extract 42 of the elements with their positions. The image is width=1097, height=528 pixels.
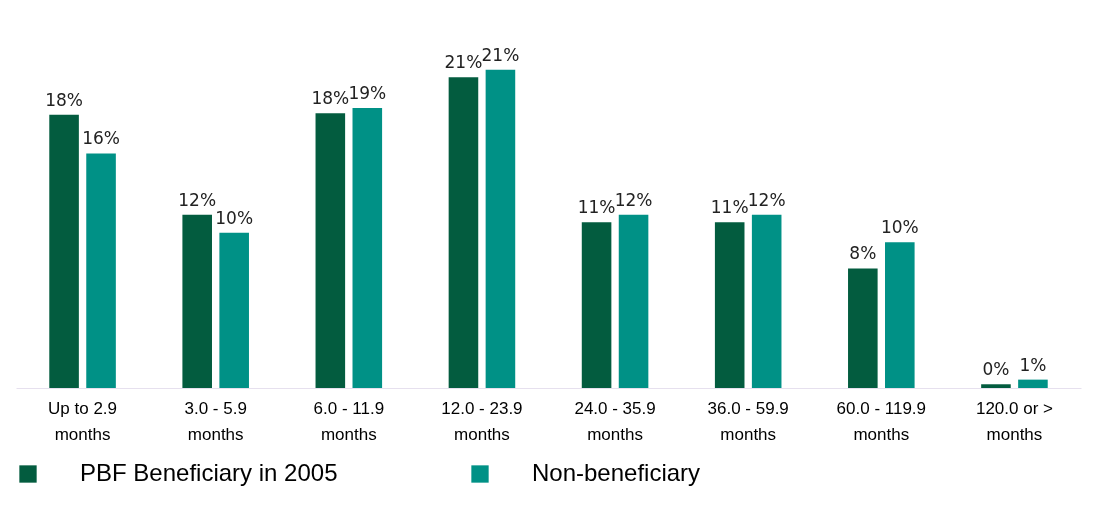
bar xyxy=(885,242,915,388)
x-tick-label: 24.0 - 35.9 months xyxy=(574,398,656,444)
legend-label: Non-beneficiary xyxy=(532,459,701,486)
data-label: 11% xyxy=(710,197,749,218)
data-label: 12% xyxy=(178,189,217,210)
bar xyxy=(981,384,1011,388)
data-label: 12% xyxy=(614,189,653,210)
x-tick-label: 120.0 or > months xyxy=(975,398,1054,444)
data-label: 10% xyxy=(880,217,919,238)
bar xyxy=(49,114,79,388)
bar xyxy=(751,214,782,388)
bar xyxy=(581,222,612,388)
bar xyxy=(485,69,516,388)
bar xyxy=(352,107,383,388)
data-label: 18% xyxy=(45,89,83,110)
data-label: 21% xyxy=(444,52,483,73)
bar xyxy=(219,232,249,388)
x-tick-label: 36.0 - 59.9 months xyxy=(707,398,789,444)
x-tick-label: 3.0 - 5.9 months xyxy=(184,398,247,444)
bar xyxy=(714,222,745,388)
bar xyxy=(315,113,346,388)
data-label: 21% xyxy=(481,44,520,65)
data-label: 12% xyxy=(747,189,786,210)
data-label: 1% xyxy=(1019,354,1047,375)
x-tick-label: 6.0 - 11.9 months xyxy=(313,398,385,444)
bar xyxy=(86,153,116,388)
bar xyxy=(618,214,649,388)
x-tick-label: 12.0 - 23.9 months xyxy=(441,398,523,444)
data-label: 8% xyxy=(849,243,877,264)
bar xyxy=(848,268,878,388)
x-tick-label: Up to 2.9 months xyxy=(48,398,118,444)
data-label: 16% xyxy=(82,128,120,149)
data-label: 10% xyxy=(215,207,254,228)
legend-label: PBF Beneficiary in 2005 xyxy=(80,459,338,486)
data-label: 19% xyxy=(348,82,387,103)
data-label: 11% xyxy=(577,197,616,218)
data-label: 18% xyxy=(311,88,350,109)
bar xyxy=(182,214,212,388)
bar xyxy=(1018,379,1048,388)
bar xyxy=(448,77,479,388)
data-label: 0% xyxy=(982,359,1010,380)
x-tick-label: 60.0 - 119.9 months xyxy=(836,398,927,444)
